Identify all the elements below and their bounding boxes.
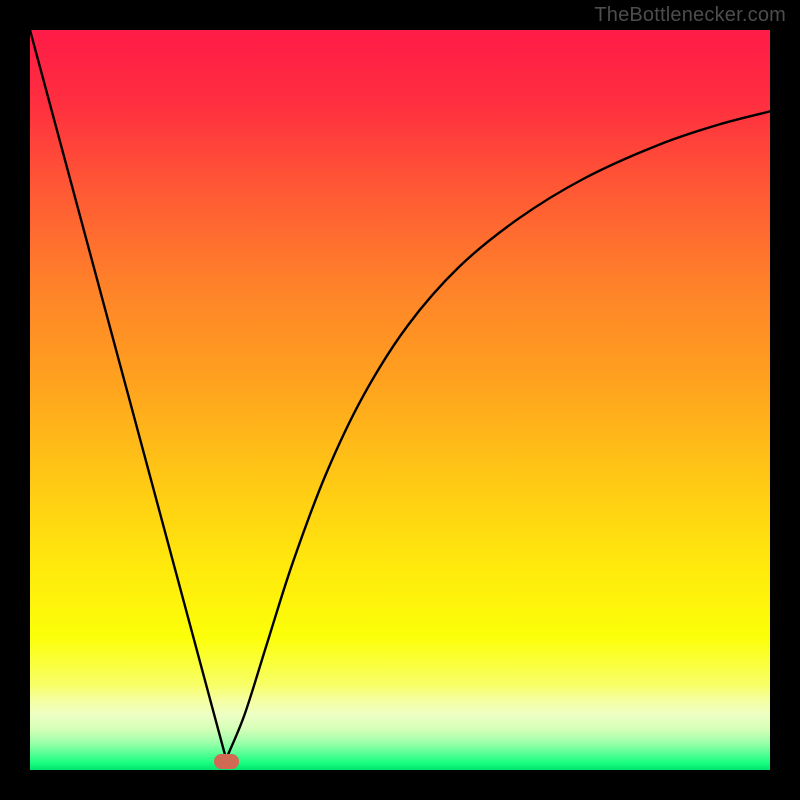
- minimum-marker: [214, 754, 239, 769]
- watermark-text: TheBottlenecker.com: [594, 4, 786, 27]
- chart-container: TheBottlenecker.com: [0, 0, 800, 800]
- plot-area: [30, 30, 770, 770]
- left-curve-segment: [30, 30, 226, 759]
- curve-layer: [30, 30, 770, 770]
- right-curve-segment: [226, 111, 770, 759]
